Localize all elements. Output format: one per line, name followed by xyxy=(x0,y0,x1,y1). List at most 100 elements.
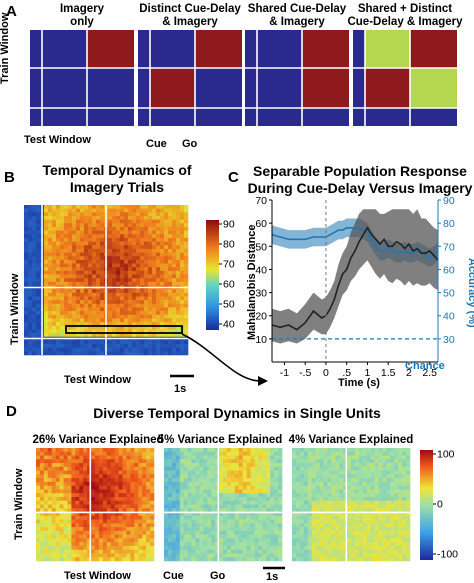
panel-label-d: D xyxy=(6,403,17,420)
heatmap-cell xyxy=(67,489,72,494)
heatmap-cell xyxy=(44,274,49,279)
heatmap-cell xyxy=(406,519,411,524)
heatmap-cell xyxy=(366,545,371,550)
heatmap-cell xyxy=(176,325,181,330)
heatmap-cell xyxy=(36,470,41,475)
heatmap-cell xyxy=(160,340,165,345)
heatmap-cell xyxy=(71,542,76,547)
heatmap-cell xyxy=(52,208,57,213)
heatmap-cell xyxy=(114,474,119,479)
heatmap-cell xyxy=(36,245,41,250)
heatmap-cell xyxy=(278,481,283,486)
heatmap-cell xyxy=(67,500,72,505)
heatmap-cell xyxy=(122,530,127,535)
heatmap-cell xyxy=(323,478,328,483)
heatmap-cell xyxy=(266,500,271,505)
heatmap-cell xyxy=(168,340,173,345)
heatmap-cell xyxy=(370,530,375,535)
heatmap-cell xyxy=(307,553,312,558)
heatmap-cell xyxy=(55,470,60,475)
heatmap-cell xyxy=(172,230,177,235)
heatmap-cell xyxy=(116,344,121,348)
heatmap-cell xyxy=(51,504,56,509)
heatmap-cell xyxy=(59,549,64,554)
heatmap-cell xyxy=(370,515,375,520)
heatmap-cell xyxy=(179,515,184,520)
heatmap-cell xyxy=(80,303,85,308)
heatmap-cell xyxy=(64,351,69,356)
heatmap-cell xyxy=(55,463,60,468)
heatmap-cell xyxy=(91,542,96,547)
heatmap-cell xyxy=(171,474,177,479)
panel-a-ylabel: Train Window xyxy=(0,12,11,84)
heatmap-cell xyxy=(262,470,267,475)
heatmap-cell xyxy=(91,508,96,513)
heatmap-cell xyxy=(238,466,243,471)
heatmap-cell xyxy=(51,451,56,456)
heatmap-cell xyxy=(323,523,328,528)
heatmap-cell xyxy=(303,448,309,453)
heatmap-cell xyxy=(126,523,131,528)
heatmap-cell xyxy=(98,493,104,498)
heatmap-cell xyxy=(100,351,105,356)
heatmap-cell xyxy=(98,459,104,464)
heatmap-cell xyxy=(179,500,184,505)
heatmap-cell xyxy=(36,226,41,231)
heatmap-cell xyxy=(270,538,275,543)
heatmap-cell xyxy=(168,252,173,257)
heatmap-cell xyxy=(254,527,259,532)
heatmap-cell xyxy=(394,549,399,554)
heatmap-cell xyxy=(180,270,185,275)
heatmap-cell xyxy=(184,300,189,305)
heatmap-cell xyxy=(183,553,188,558)
heatmap-cell xyxy=(95,545,100,550)
heatmap-cell xyxy=(278,496,283,502)
heatmap-cell xyxy=(211,455,216,460)
heatmap-cell xyxy=(319,515,324,520)
heatmap-cell xyxy=(226,538,232,543)
heatmap-cell xyxy=(179,553,184,558)
heatmap-cell xyxy=(176,223,181,228)
heatmap-cell xyxy=(195,493,200,498)
heatmap-cell xyxy=(167,493,173,498)
heatmap-cell xyxy=(144,237,149,242)
heatmap-cell xyxy=(176,289,181,294)
schematic-cell xyxy=(257,68,302,108)
heatmap-cell xyxy=(39,534,45,539)
heatmap-cell xyxy=(378,527,383,532)
heatmap-cell xyxy=(327,557,332,562)
heatmap-cell xyxy=(234,549,240,554)
heatmap-cell xyxy=(112,234,117,239)
heatmap-cell xyxy=(132,344,137,348)
heatmap-cell xyxy=(230,478,236,483)
heatmap-cell xyxy=(164,212,169,217)
heatmap-cell xyxy=(56,205,61,209)
heatmap-cell xyxy=(36,478,41,483)
heatmap-cell xyxy=(87,504,92,509)
heatmap-cell xyxy=(398,463,403,468)
heatmap-cell xyxy=(68,311,73,316)
heatmap-cell xyxy=(136,318,141,323)
heatmap-cell xyxy=(335,542,340,547)
heatmap-cell xyxy=(274,463,279,468)
heatmap-cell xyxy=(152,248,157,253)
heatmap-cell xyxy=(303,508,309,513)
heatmap-cell xyxy=(24,303,29,308)
heatmap-cell xyxy=(87,500,92,505)
heatmap-cell xyxy=(246,504,251,509)
heatmap-cell xyxy=(48,347,53,352)
heatmap-cell xyxy=(238,485,243,490)
heatmap-cell xyxy=(378,478,383,483)
heatmap-cell xyxy=(215,489,220,494)
heatmap-cell xyxy=(140,318,145,323)
heatmap-cell xyxy=(152,322,157,327)
heatmap-cell xyxy=(171,557,177,562)
heatmap-cell xyxy=(152,289,157,294)
heatmap-cell xyxy=(406,474,411,479)
heatmap-cell xyxy=(292,485,297,490)
heatmap-cell xyxy=(63,553,68,558)
heatmap-cell xyxy=(175,481,181,486)
heatmap-cell xyxy=(55,481,60,486)
heatmap-cell xyxy=(254,478,259,483)
heatmap-cell xyxy=(354,527,360,532)
